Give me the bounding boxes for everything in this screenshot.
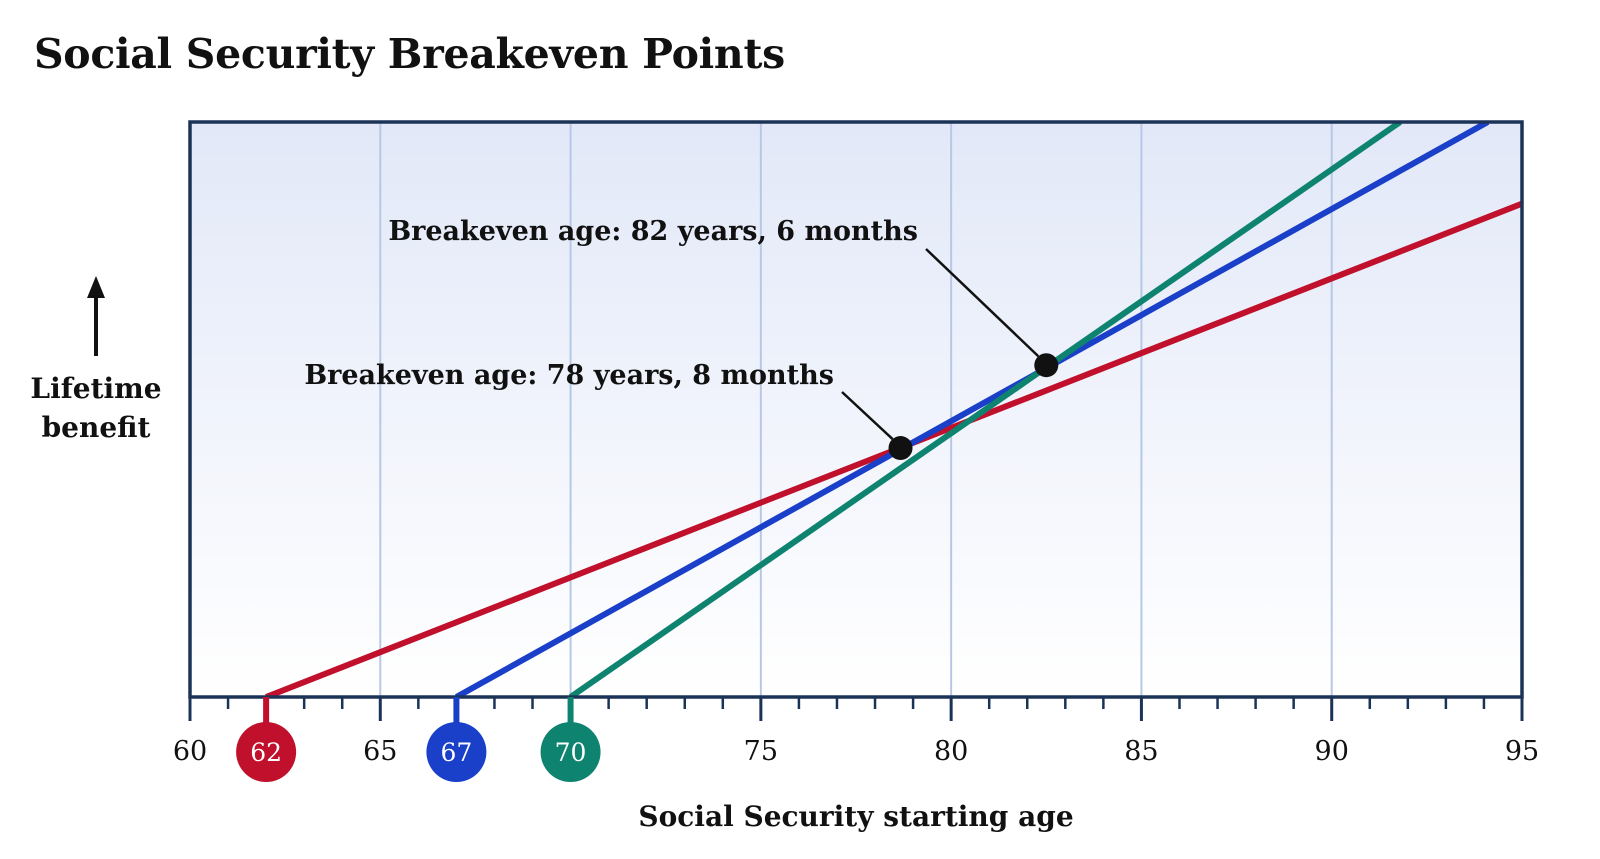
x-tick-label-95: 95 <box>1505 736 1539 767</box>
x-tick-labels: 60 65 70 75 80 85 90 95 <box>173 736 1539 767</box>
x-axis-ticks <box>188 697 1524 721</box>
marker-label-67: 67 <box>440 738 472 767</box>
marker-circle-67 <box>426 722 487 782</box>
plot-frame <box>188 120 1524 699</box>
page-title: Social Security Breakeven Points <box>34 30 785 78</box>
x-tick-label-65: 65 <box>363 736 397 767</box>
annotation-leader-1 <box>841 391 894 440</box>
y-axis-title-line-2: benefit <box>42 411 151 444</box>
gridlines <box>379 122 1333 697</box>
plot-area <box>190 122 1522 697</box>
y-axis-label: Lifetime benefit <box>30 276 162 444</box>
marker-circle-62 <box>236 722 297 782</box>
series-line-67 <box>454 122 1490 697</box>
annotation-leader-0 <box>925 248 1040 358</box>
marker-circle-70 <box>540 722 601 782</box>
y-axis-title-line-1: Lifetime <box>30 372 161 405</box>
x-tick-label-85: 85 <box>1124 736 1158 767</box>
x-tick-label-60: 60 <box>173 736 207 767</box>
series-line-70 <box>568 122 1402 697</box>
x-tick-label-80: 80 <box>934 736 968 767</box>
breakeven-point-0 <box>1034 353 1059 378</box>
x-axis-title: Social Security starting age <box>638 800 1073 833</box>
x-tick-label-75: 75 <box>744 736 778 767</box>
x-tick-label-90: 90 <box>1315 736 1349 767</box>
start-age-markers: 62 67 70 <box>236 697 601 782</box>
arrow-head-icon <box>87 276 105 298</box>
breakeven-point-1 <box>888 436 913 461</box>
annotation-label-1: Breakeven age: 78 years, 8 months <box>304 360 834 391</box>
marker-label-70: 70 <box>555 738 587 767</box>
marker-label-62: 62 <box>250 738 282 767</box>
annotation-label-0: Breakeven age: 82 years, 6 months <box>388 216 918 247</box>
breakeven-annotations: Breakeven age: 82 years, 6 months Breakev… <box>304 216 1059 461</box>
